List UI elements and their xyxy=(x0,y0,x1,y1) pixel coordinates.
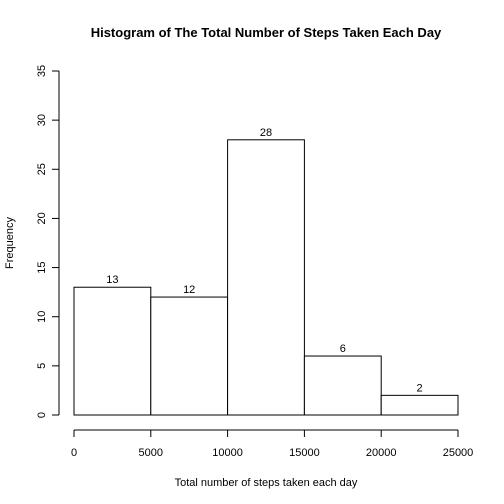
bar-count-label: 12 xyxy=(183,284,195,296)
y-axis-label: Frequency xyxy=(4,217,16,269)
bars xyxy=(73,139,459,416)
histogram-bar xyxy=(227,139,305,416)
x-tick-label: 5000 xyxy=(139,447,163,459)
y-tick-label: 35 xyxy=(36,65,48,77)
y-tick-label: 30 xyxy=(36,114,48,126)
bar-labels: 13 12 28 6 2 xyxy=(106,127,422,395)
bar-count-label: 28 xyxy=(260,127,272,139)
histogram-bar xyxy=(380,394,459,416)
y-tick-label: 25 xyxy=(36,163,48,175)
y-tick-label: 10 xyxy=(36,311,48,323)
x-axis: 0 5000 10000 15000 20000 25000 xyxy=(71,429,474,459)
y-axis: 0 5 10 15 20 25 30 35 xyxy=(36,65,60,418)
chart-title: Histogram of The Total Number of Steps T… xyxy=(91,25,442,40)
histogram-bar xyxy=(303,355,382,416)
bar-count-label: 13 xyxy=(106,274,118,286)
y-tick-label: 15 xyxy=(36,261,48,273)
x-tick-label: 0 xyxy=(71,447,77,459)
y-tick-label: 20 xyxy=(36,212,48,224)
y-tick-label: 0 xyxy=(36,412,48,418)
x-axis-label: Total number of steps taken each day xyxy=(175,477,358,489)
bar-count-label: 2 xyxy=(417,382,423,394)
x-tick-label: 10000 xyxy=(212,447,243,459)
bar-count-label: 6 xyxy=(340,343,346,355)
histogram-bar xyxy=(73,286,152,416)
y-tick-label: 5 xyxy=(36,363,48,369)
x-tick-label: 15000 xyxy=(289,447,320,459)
x-tick-label: 25000 xyxy=(443,447,474,459)
x-tick-label: 20000 xyxy=(366,447,397,459)
histogram-bar xyxy=(150,296,229,416)
